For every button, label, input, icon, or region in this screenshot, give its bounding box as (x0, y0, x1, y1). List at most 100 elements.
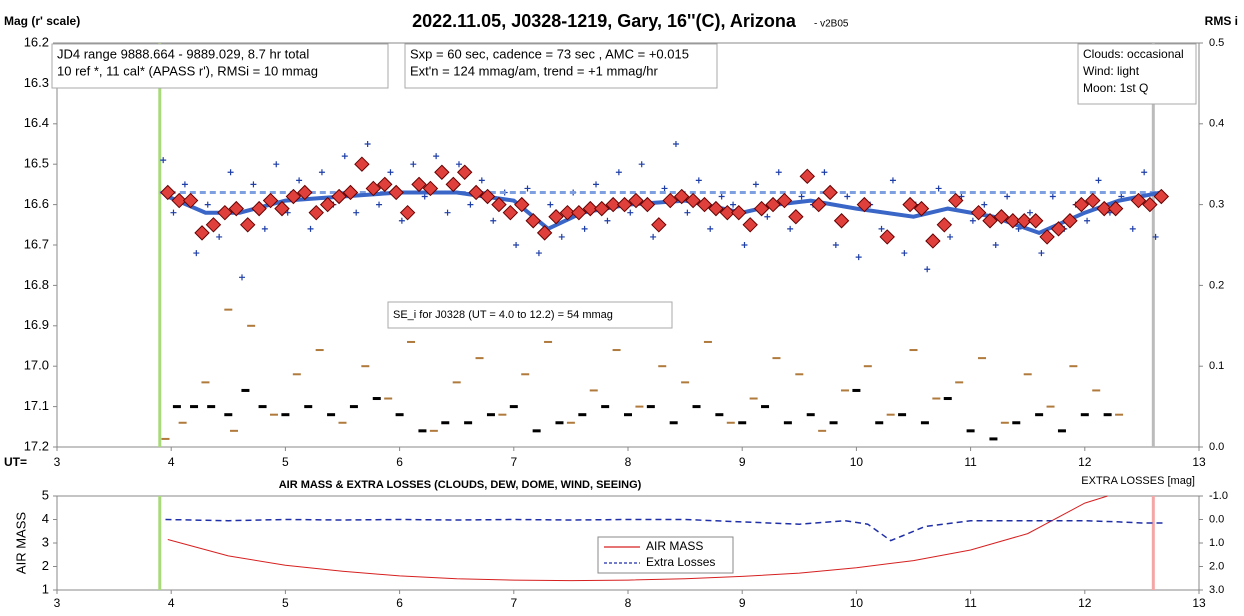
data-point (418, 429, 427, 433)
data-point (798, 193, 805, 200)
data-point (799, 168, 816, 185)
data-point (925, 233, 941, 249)
data-point (1115, 413, 1124, 416)
data-point (193, 250, 200, 257)
y-tick-label: 16.6 (24, 196, 49, 211)
data-point (856, 196, 873, 213)
x-tick-label: 5 (282, 455, 289, 469)
x-tick-label: 7 (510, 596, 517, 610)
data-point (524, 185, 531, 192)
data-point (1035, 413, 1044, 417)
y2-axis-label: RMS i (1205, 14, 1238, 28)
data-point (467, 201, 474, 208)
data-point (726, 421, 735, 424)
data-point (1038, 250, 1045, 257)
data-point (1027, 213, 1044, 229)
x-tick-label: 11 (964, 596, 977, 610)
data-point (566, 421, 575, 424)
data-point (536, 225, 553, 241)
y-tick-label: 16.2 (24, 34, 49, 49)
y-tick-label: 16.7 (24, 236, 49, 251)
data-point (308, 204, 324, 221)
data-point (913, 200, 930, 217)
data-point (296, 177, 303, 184)
data-point (783, 421, 792, 425)
data-point (284, 209, 291, 216)
data-point (669, 421, 678, 425)
data-point (422, 180, 439, 197)
data-point (555, 421, 564, 425)
y-tick-label: 17.0 (24, 358, 49, 373)
data-point (178, 421, 187, 424)
data-point (795, 373, 804, 376)
data-point (227, 169, 234, 176)
data-point (635, 405, 644, 408)
data-point (628, 192, 644, 209)
y2-tick-label: 0.4 (1209, 118, 1224, 130)
data-point (829, 421, 838, 425)
data-point (490, 217, 497, 224)
data-point (558, 233, 565, 240)
data-point (681, 381, 690, 384)
data-point (491, 196, 507, 213)
data-point (444, 209, 451, 216)
data-point (421, 193, 428, 200)
chart-subtitle: - v2B05 (814, 19, 849, 30)
data-point (601, 405, 610, 409)
data-point (875, 421, 884, 425)
data-point (338, 421, 347, 424)
data-point (818, 429, 827, 432)
data-point (806, 413, 815, 417)
data-point (468, 184, 484, 201)
data-point (969, 217, 976, 224)
data-point (319, 196, 336, 213)
data-point (1107, 200, 1124, 217)
data-point (327, 413, 336, 417)
data-point (399, 204, 416, 221)
data-point (258, 405, 267, 409)
y2-tick-label: 0.1 (1209, 360, 1224, 372)
data-point (932, 397, 941, 400)
x-tick-label: 12 (1078, 455, 1092, 469)
data-point (273, 161, 280, 168)
data-point (811, 196, 827, 213)
data-point (205, 217, 222, 233)
annotation-box (387, 301, 673, 329)
data-point (1039, 229, 1055, 245)
y-tick-label: 1 (42, 581, 49, 596)
y2-tick-label: 0.5 (1209, 37, 1224, 49)
x-tick-label: 10 (850, 455, 864, 469)
data-point (395, 413, 404, 417)
y-tick-label: 17.2 (24, 438, 49, 453)
data-point (612, 349, 621, 352)
data-point (955, 381, 964, 384)
data-point (318, 169, 325, 176)
annotation-text: Moon: 1st Q (1083, 81, 1148, 95)
data-point (863, 365, 872, 368)
data-point (297, 184, 313, 201)
data-point (1106, 209, 1113, 216)
annotation-box (1077, 43, 1197, 105)
data-point (387, 169, 394, 176)
data-point (833, 213, 850, 229)
data-point (1016, 213, 1032, 229)
plot-area (56, 42, 1200, 448)
data-point (342, 184, 359, 201)
data-point (1084, 217, 1091, 224)
data-point (593, 181, 600, 188)
data-point (742, 217, 758, 233)
data-point (776, 192, 793, 209)
data-point (281, 413, 290, 417)
data-point (992, 242, 999, 248)
data-point (224, 413, 233, 417)
data-point (738, 421, 747, 425)
data-point (673, 188, 690, 205)
data-point (559, 204, 576, 221)
data-point (250, 181, 257, 188)
annotation-box (51, 43, 389, 89)
data-point (429, 429, 438, 432)
data-point (364, 141, 371, 147)
data-point (1142, 196, 1158, 213)
data-point (1000, 421, 1009, 424)
